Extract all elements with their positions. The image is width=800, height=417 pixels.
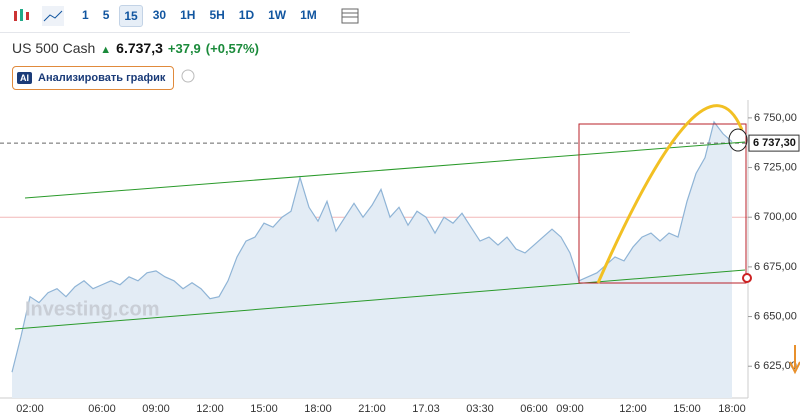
x-tick-label: 09:00 — [556, 403, 584, 415]
change-percent: (+0,57%) — [205, 41, 259, 56]
x-tick-label: 02:00 — [16, 403, 44, 415]
y-tick-label: 6 675,00 — [754, 261, 797, 273]
scroll-arrow[interactable] — [789, 345, 800, 375]
x-tick-label: 06:00 — [520, 403, 548, 415]
instrument-name: US 500 Cash — [12, 40, 96, 56]
info-icon — [181, 69, 195, 83]
interval-buttons: 1 5 15 30 1H 5H 1D 1W 1M — [72, 5, 321, 27]
y-tick-label: 6 725,00 — [754, 161, 797, 173]
interval-button[interactable]: 1M — [300, 8, 317, 22]
up-arrow: ▲ — [100, 44, 112, 56]
x-tick-label: 15:00 — [250, 403, 278, 415]
x-tick-label: 12:00 — [196, 403, 224, 415]
interval-button[interactable]: 30 — [152, 8, 167, 22]
marker — [742, 273, 752, 283]
x-tick-label: 03:30 — [466, 403, 494, 415]
interval-button[interactable]: 5H — [209, 8, 225, 22]
table-icon[interactable] — [339, 6, 361, 26]
x-tick-label: 18:00 — [304, 403, 332, 415]
marker — [728, 128, 748, 152]
toolbar: 1 5 15 30 1H 5H 1D 1W 1M — [0, 0, 630, 33]
ai-button[interactable]: AI Анализировать график — [12, 66, 175, 90]
y-tick-label: 6 750,00 — [754, 112, 797, 124]
x-tick-label: 06:00 — [88, 403, 116, 415]
ai-label: Анализировать график — [38, 72, 166, 84]
price: 6.737,3 — [116, 40, 163, 56]
y-tick-label: 6 700,00 — [754, 211, 797, 223]
highlight-box — [578, 123, 747, 284]
header: US 500 Cash ▲ 6.737,3 +37,9 (+0,57%) — [12, 40, 259, 56]
last-price-box — [748, 134, 800, 152]
interval-button[interactable]: 15 — [119, 5, 143, 27]
x-tick-label: 17.03 — [412, 403, 440, 415]
area-icon[interactable] — [42, 6, 64, 26]
x-tick-label: 09:00 — [142, 403, 170, 415]
x-tick-label: 21:00 — [358, 403, 386, 415]
arc-drawing — [596, 104, 744, 284]
x-tick-label: 18:00 — [718, 403, 746, 415]
interval-button[interactable]: 1D — [238, 8, 255, 22]
interval-button[interactable]: 1 — [82, 8, 89, 22]
watermark: Investing.com — [25, 298, 159, 320]
ai-badge: AI — [17, 72, 32, 84]
change: +37,9 — [167, 41, 201, 56]
last-price-label: 6 737,30 — [753, 137, 796, 149]
interval-button[interactable]: 1H — [180, 8, 196, 22]
candle-icon[interactable] — [10, 6, 32, 26]
x-tick-label: 12:00 — [619, 403, 647, 415]
trend-line — [24, 141, 746, 199]
y-tick-label: 6 650,00 — [754, 310, 797, 322]
area-fill — [12, 121, 732, 398]
interval-button[interactable]: 5 — [102, 8, 110, 22]
interval-button[interactable]: 1W — [268, 8, 287, 22]
y-tick-label: 6 625,00 — [754, 360, 797, 372]
price-line — [11, 120, 733, 373]
trend-line — [14, 269, 746, 330]
x-tick-label: 15:00 — [673, 403, 701, 415]
